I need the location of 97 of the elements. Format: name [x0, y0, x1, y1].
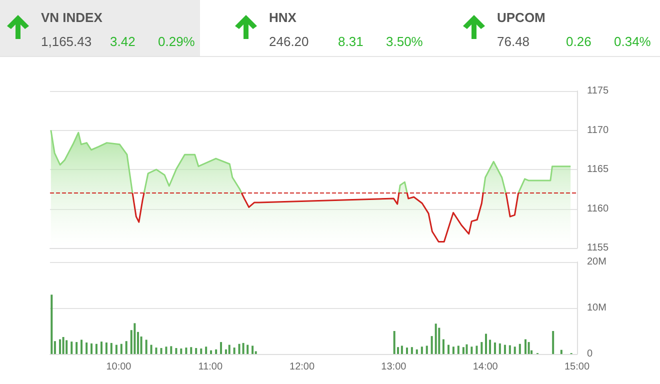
- bar: [438, 328, 440, 354]
- bar: [416, 349, 418, 354]
- text: 3.42: [110, 34, 136, 49]
- bar: [86, 342, 88, 354]
- bar: [145, 340, 148, 354]
- bar: [195, 348, 198, 354]
- bar: [470, 346, 473, 354]
- bar: [410, 347, 413, 354]
- bar: [210, 350, 212, 354]
- bar: [58, 339, 61, 354]
- y-tick-label: 20M: [587, 256, 606, 268]
- bar: [165, 346, 168, 354]
- bar: [76, 342, 78, 354]
- bar: [90, 343, 93, 354]
- bar: [448, 344, 450, 354]
- y-tick-label: 1155: [587, 242, 609, 254]
- bar: [155, 348, 158, 354]
- bar: [95, 344, 98, 354]
- x-tick-label: 10:00: [106, 362, 132, 372]
- bar: [205, 346, 208, 354]
- bar: [452, 346, 454, 354]
- text: 246.20: [269, 34, 309, 49]
- bar: [498, 343, 501, 354]
- y-tick-label: 10M: [587, 302, 606, 314]
- bar: [228, 344, 230, 354]
- bar: [246, 344, 249, 354]
- text: 0.34%: [614, 34, 651, 49]
- text: 0.26: [566, 34, 592, 49]
- y-tick-label: 0: [587, 348, 593, 360]
- bar: [238, 344, 240, 354]
- x-tick-label: 15:00: [564, 362, 590, 372]
- text: UPCOM: [497, 10, 546, 25]
- x-tick-label: 12:00: [290, 362, 315, 372]
- bar: [105, 342, 108, 354]
- text: 1,165.43: [41, 34, 92, 49]
- bar: [170, 346, 172, 354]
- bar: [242, 342, 244, 354]
- bar: [508, 345, 511, 354]
- bar: [160, 348, 162, 354]
- text: 76.48: [497, 34, 530, 49]
- bar: [560, 350, 562, 354]
- bar: [476, 346, 478, 354]
- bar: [457, 346, 460, 354]
- bar: [466, 344, 468, 354]
- bar: [494, 342, 496, 354]
- bar: [552, 331, 554, 354]
- bar: [426, 346, 428, 354]
- bar: [70, 342, 73, 354]
- bar: [400, 346, 403, 354]
- bar: [393, 331, 396, 354]
- text: VN INDEX: [41, 10, 102, 25]
- bar: [480, 342, 483, 354]
- text: 0.29%: [158, 34, 195, 49]
- text: HNX: [269, 10, 296, 25]
- bar: [489, 340, 492, 354]
- x-tick-label: 14:00: [472, 362, 498, 372]
- bar: [514, 346, 516, 354]
- bar: [430, 336, 433, 354]
- bar: [252, 346, 254, 354]
- bar: [150, 344, 152, 354]
- bar: [62, 336, 64, 354]
- bar: [484, 334, 487, 354]
- y-tick-label: 1165: [587, 164, 609, 175]
- text: 3.50%: [386, 34, 423, 49]
- bar: [134, 323, 136, 354]
- bar: [115, 344, 118, 354]
- bar: [190, 347, 192, 354]
- bar: [50, 294, 53, 354]
- bar: [462, 347, 464, 354]
- y-tick-label: 1170: [587, 124, 609, 136]
- text: 8.31: [338, 34, 364, 49]
- bar: [524, 339, 526, 354]
- bar: [185, 348, 188, 354]
- bar: [100, 342, 103, 354]
- y-tick-label: 1175: [587, 86, 609, 96]
- bar: [220, 342, 222, 354]
- bar: [110, 342, 112, 354]
- x-tick-label: 13:00: [381, 362, 407, 372]
- y-tick-label: 1160: [587, 203, 609, 214]
- bar: [125, 341, 128, 354]
- bar: [180, 348, 182, 354]
- bar: [233, 348, 236, 354]
- bar: [434, 324, 437, 354]
- bar: [120, 344, 122, 354]
- bar: [406, 348, 408, 354]
- bar: [420, 346, 423, 354]
- bar: [175, 348, 178, 354]
- bar: [66, 340, 68, 354]
- bar: [528, 342, 530, 354]
- bar: [80, 340, 83, 354]
- x-tick-label: 11:00: [198, 362, 223, 372]
- bar: [215, 349, 218, 354]
- bar: [518, 344, 521, 354]
- bar: [224, 349, 227, 354]
- bar: [504, 344, 506, 354]
- bar: [442, 339, 444, 354]
- bar: [200, 348, 202, 354]
